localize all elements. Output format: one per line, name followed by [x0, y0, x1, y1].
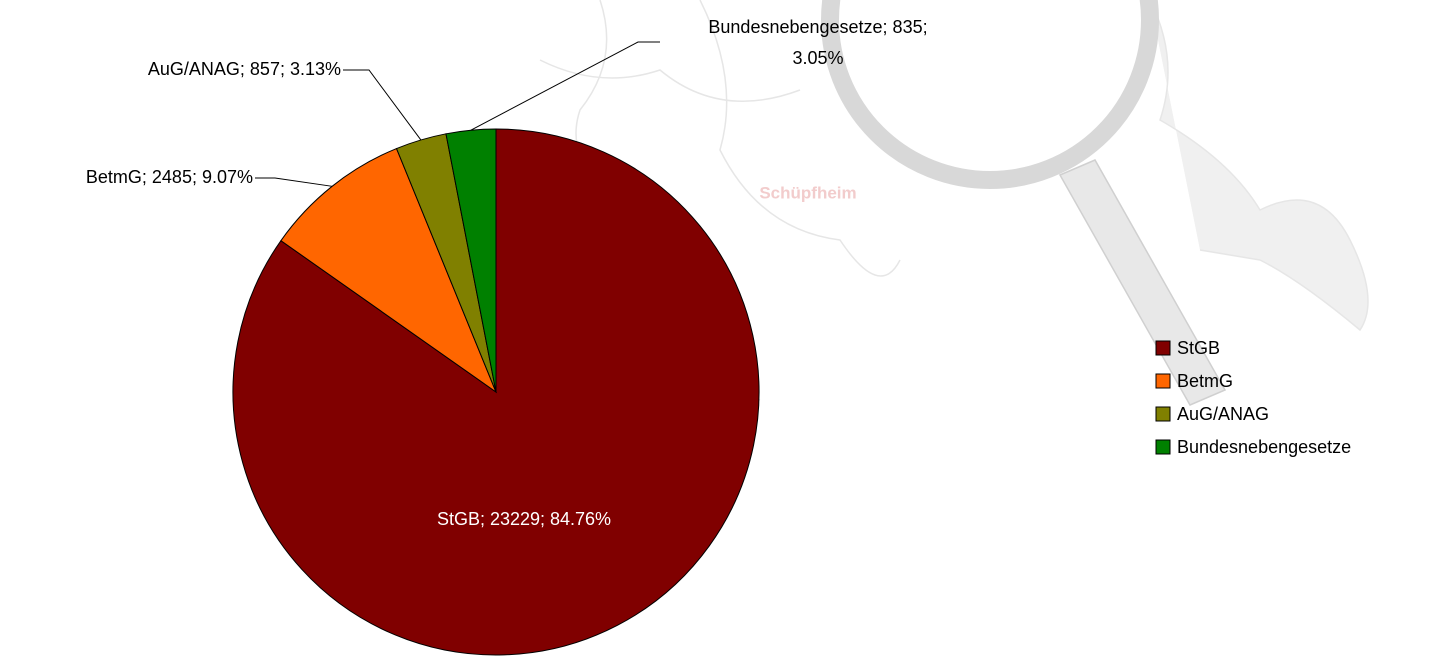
legend-label: Bundesnebengesetze — [1177, 437, 1351, 457]
legend-swatch — [1155, 340, 1171, 356]
leader-line — [343, 69, 422, 141]
data-label: StGB; 23229; 84.76% — [437, 509, 611, 529]
background-label: Schüpfheim — [759, 183, 856, 202]
legend-label: AuG/ANAG — [1177, 404, 1269, 424]
leader-line — [470, 41, 660, 131]
pie-slice — [232, 128, 760, 656]
data-label: BetmG; 2485; 9.07% — [86, 167, 253, 187]
data-label: AuG/ANAG; 857; 3.13% — [148, 59, 341, 79]
legend-label: BetmG — [1177, 371, 1233, 391]
background-map — [539, 0, 1369, 406]
legend-swatch — [1155, 439, 1171, 455]
legend-swatch — [1155, 373, 1171, 389]
data-label: Bundesnebengesetze; 835; 3.05% — [708, 17, 928, 68]
legend-label: StGB — [1177, 338, 1220, 358]
legend-swatch — [1155, 406, 1171, 422]
leader-line — [255, 177, 333, 187]
